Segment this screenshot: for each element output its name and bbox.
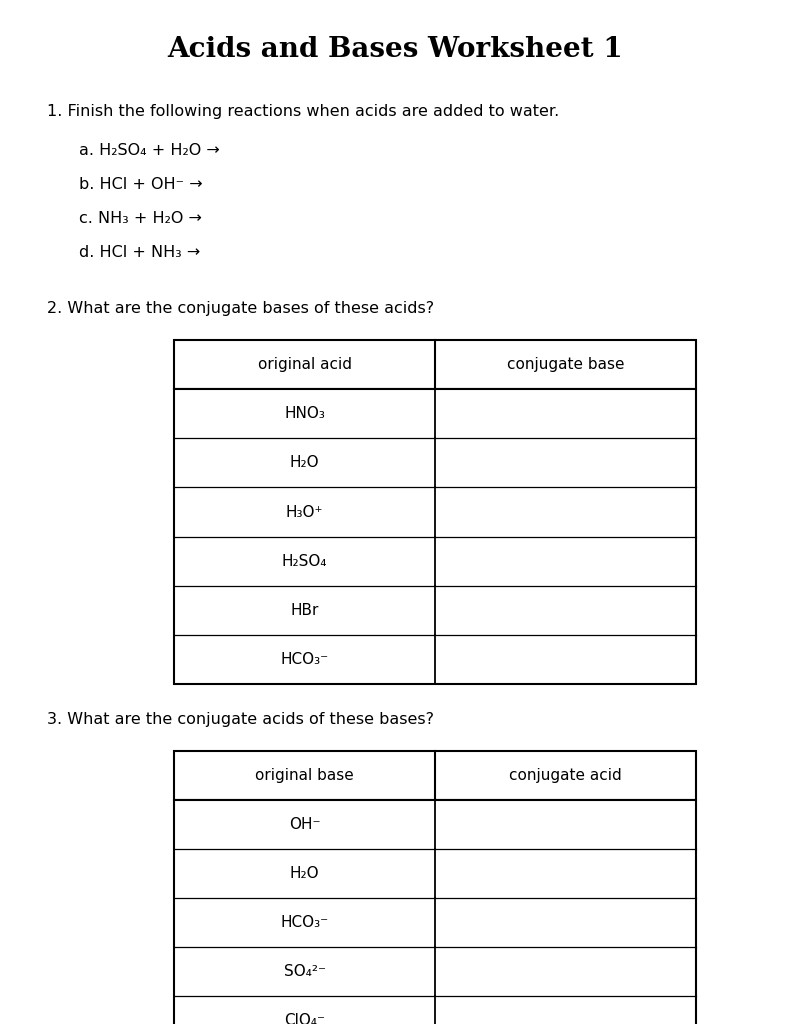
Text: HCO₃⁻: HCO₃⁻ bbox=[281, 652, 328, 667]
Text: SO₄²⁻: SO₄²⁻ bbox=[283, 965, 326, 979]
Bar bbox=[174, 800, 696, 1024]
Text: b. HCl + OH⁻ →: b. HCl + OH⁻ → bbox=[79, 177, 202, 193]
Text: H₂O: H₂O bbox=[290, 456, 320, 470]
Text: HNO₃: HNO₃ bbox=[284, 407, 325, 421]
Text: d. HCl + NH₃ →: d. HCl + NH₃ → bbox=[79, 245, 200, 260]
Text: original acid: original acid bbox=[258, 357, 351, 372]
Text: 1. Finish the following reactions when acids are added to water.: 1. Finish the following reactions when a… bbox=[47, 104, 560, 120]
Text: Acids and Bases Worksheet 1: Acids and Bases Worksheet 1 bbox=[168, 36, 623, 62]
Bar bbox=[174, 389, 696, 684]
Text: original base: original base bbox=[255, 768, 354, 782]
Text: HBr: HBr bbox=[290, 603, 319, 617]
Text: 2. What are the conjugate bases of these acids?: 2. What are the conjugate bases of these… bbox=[47, 301, 434, 316]
Text: H₂O: H₂O bbox=[290, 866, 320, 881]
Text: H₂SO₄: H₂SO₄ bbox=[282, 554, 327, 568]
Text: H₃O⁺: H₃O⁺ bbox=[286, 505, 324, 519]
Bar bbox=[174, 340, 696, 389]
Text: conjugate acid: conjugate acid bbox=[509, 768, 622, 782]
Text: OH⁻: OH⁻ bbox=[289, 817, 320, 831]
Text: 3. What are the conjugate acids of these bases?: 3. What are the conjugate acids of these… bbox=[47, 712, 434, 727]
Bar bbox=[174, 751, 696, 800]
Text: ClO₄⁻: ClO₄⁻ bbox=[284, 1014, 325, 1024]
Text: c. NH₃ + H₂O →: c. NH₃ + H₂O → bbox=[79, 211, 202, 226]
Text: HCO₃⁻: HCO₃⁻ bbox=[281, 915, 328, 930]
Text: a. H₂SO₄ + H₂O →: a. H₂SO₄ + H₂O → bbox=[79, 143, 220, 159]
Text: conjugate base: conjugate base bbox=[507, 357, 624, 372]
